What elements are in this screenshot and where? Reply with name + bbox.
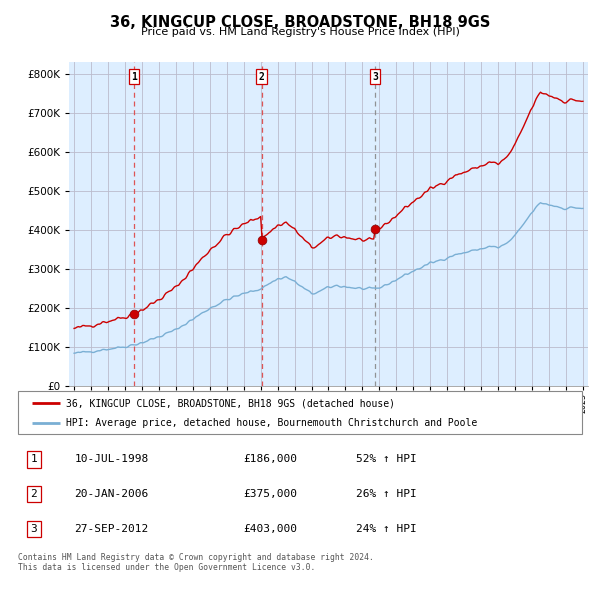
Text: 27-SEP-2012: 27-SEP-2012 [74, 524, 149, 534]
FancyBboxPatch shape [18, 391, 582, 434]
Text: 10-JUL-1998: 10-JUL-1998 [74, 454, 149, 464]
Text: HPI: Average price, detached house, Bournemouth Christchurch and Poole: HPI: Average price, detached house, Bour… [66, 418, 477, 428]
Point [257, 235, 266, 245]
Text: 52% ↑ HPI: 52% ↑ HPI [356, 454, 417, 464]
Text: This data is licensed under the Open Government Licence v3.0.: This data is licensed under the Open Gov… [18, 563, 316, 572]
Point [370, 224, 380, 234]
Text: 1: 1 [131, 72, 137, 81]
Text: 36, KINGCUP CLOSE, BROADSTONE, BH18 9GS: 36, KINGCUP CLOSE, BROADSTONE, BH18 9GS [110, 15, 490, 30]
Text: 2: 2 [259, 72, 265, 81]
Point [130, 309, 139, 319]
Text: 2: 2 [31, 489, 37, 499]
Text: 1: 1 [31, 454, 37, 464]
Text: 20-JAN-2006: 20-JAN-2006 [74, 489, 149, 499]
Text: 24% ↑ HPI: 24% ↑ HPI [356, 524, 417, 534]
Text: £403,000: £403,000 [244, 524, 298, 534]
Text: Price paid vs. HM Land Registry's House Price Index (HPI): Price paid vs. HM Land Registry's House … [140, 27, 460, 37]
Text: 3: 3 [31, 524, 37, 534]
Text: 3: 3 [372, 72, 378, 81]
Text: Contains HM Land Registry data © Crown copyright and database right 2024.: Contains HM Land Registry data © Crown c… [18, 553, 374, 562]
Text: 26% ↑ HPI: 26% ↑ HPI [356, 489, 417, 499]
Text: 36, KINGCUP CLOSE, BROADSTONE, BH18 9GS (detached house): 36, KINGCUP CLOSE, BROADSTONE, BH18 9GS … [66, 398, 395, 408]
Text: £375,000: £375,000 [244, 489, 298, 499]
Text: £186,000: £186,000 [244, 454, 298, 464]
